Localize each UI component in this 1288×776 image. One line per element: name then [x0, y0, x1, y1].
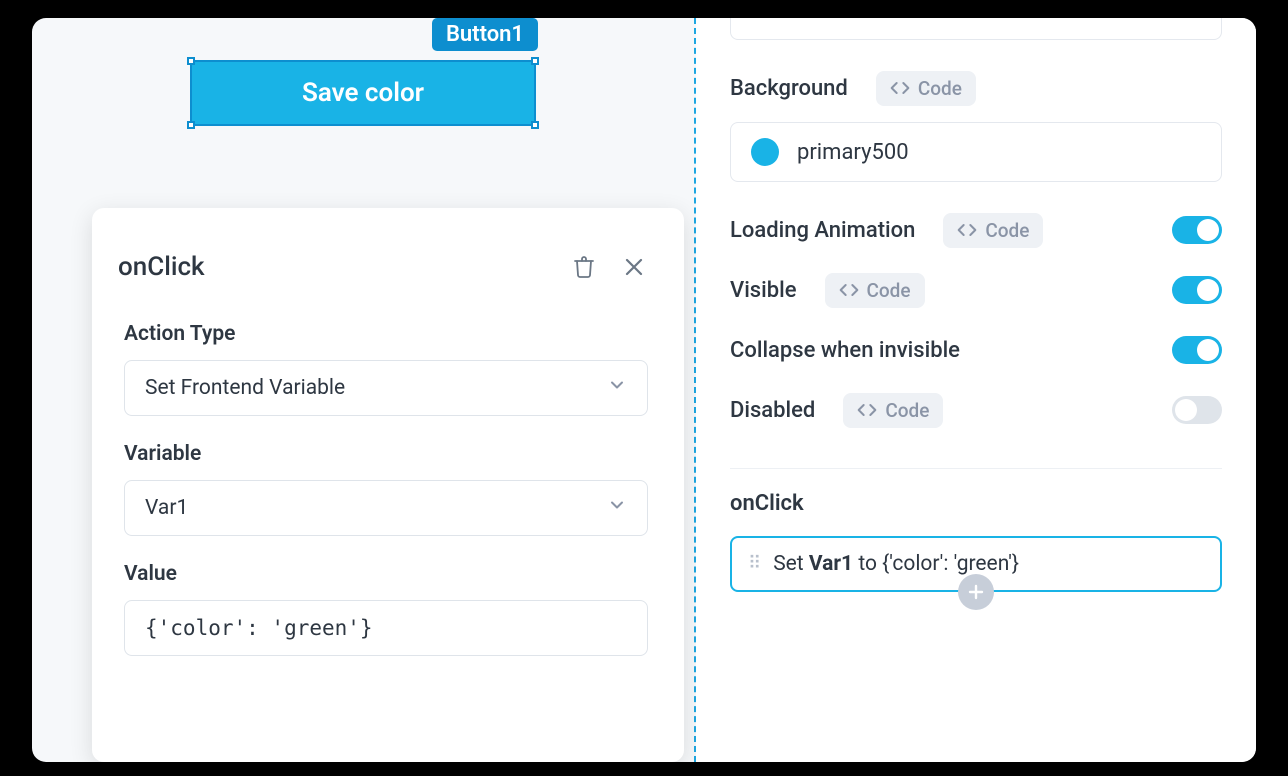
variable-label: Variable [124, 442, 648, 466]
onclick-section-title: onClick [730, 491, 1222, 516]
disabled-label: Disabled [730, 398, 815, 423]
drag-grip-icon[interactable]: ⠿ [748, 560, 759, 568]
disabled-code-badge[interactable]: Code [843, 393, 943, 428]
plus-icon [968, 584, 984, 600]
canvas-button-text: Save color [302, 78, 424, 108]
delete-action-button[interactable] [570, 253, 598, 281]
onclick-summary: Set Var1 to {'color': 'green'} [773, 552, 1019, 576]
loading-animation-label: Loading Animation [730, 218, 915, 243]
color-swatch [751, 138, 779, 166]
variable-value: Var1 [145, 496, 188, 520]
visible-toggle[interactable] [1172, 276, 1222, 304]
onclick-popover: onClick Action Type Set Frontend Variabl… [92, 208, 684, 762]
code-icon [890, 81, 910, 95]
component-label-text: Button1 [446, 22, 524, 47]
disabled-toggle[interactable] [1172, 396, 1222, 424]
resize-handle-top-left[interactable] [187, 57, 195, 65]
action-type-label: Action Type [124, 322, 648, 346]
resize-handle-top-right[interactable] [531, 57, 539, 65]
background-color-picker[interactable]: primary500 [730, 122, 1222, 182]
component-label-badge: Button1 [432, 18, 538, 51]
panel-top-strip [730, 18, 1222, 40]
selected-component[interactable]: Button1 Save color [190, 60, 536, 126]
variable-select[interactable]: Var1 [124, 480, 648, 536]
visible-code-badge[interactable]: Code [825, 273, 925, 308]
code-icon [957, 223, 977, 237]
add-action-button[interactable] [958, 574, 994, 610]
properties-panel: Background Code primary500 Loading Anima… [696, 18, 1256, 762]
close-popover-button[interactable] [620, 253, 648, 281]
resize-handle-bottom-left[interactable] [187, 121, 195, 129]
color-swatch-name: primary500 [797, 140, 909, 165]
action-type-value: Set Frontend Variable [145, 376, 345, 400]
divider [730, 468, 1222, 469]
value-label: Value [124, 562, 648, 586]
canvas-pane: Button1 Save color onClick [32, 18, 696, 762]
resize-handle-bottom-right[interactable] [531, 121, 539, 129]
code-icon [839, 283, 859, 297]
chevron-down-icon [607, 375, 627, 401]
code-icon [857, 403, 877, 417]
background-label: Background [730, 76, 848, 101]
collapse-label: Collapse when invisible [730, 338, 960, 363]
code-badge-text: Code [867, 279, 911, 302]
code-badge-text: Code [985, 219, 1029, 242]
popover-title: onClick [118, 252, 205, 282]
loading-animation-toggle[interactable] [1172, 216, 1222, 244]
chevron-down-icon [607, 495, 627, 521]
background-code-badge[interactable]: Code [876, 71, 976, 106]
loading-animation-code-badge[interactable]: Code [943, 213, 1043, 248]
close-icon [622, 255, 646, 279]
collapse-toggle[interactable] [1172, 336, 1222, 364]
code-badge-text: Code [918, 77, 962, 100]
action-type-select[interactable]: Set Frontend Variable [124, 360, 648, 416]
value-text: {'color': 'green'} [145, 616, 373, 640]
code-badge-text: Code [885, 399, 929, 422]
trash-icon [572, 255, 596, 279]
app-frame: Button1 Save color onClick [32, 18, 1256, 762]
value-input[interactable]: {'color': 'green'} [124, 600, 648, 656]
canvas-button[interactable]: Save color [190, 60, 536, 126]
visible-label: Visible [730, 278, 797, 303]
